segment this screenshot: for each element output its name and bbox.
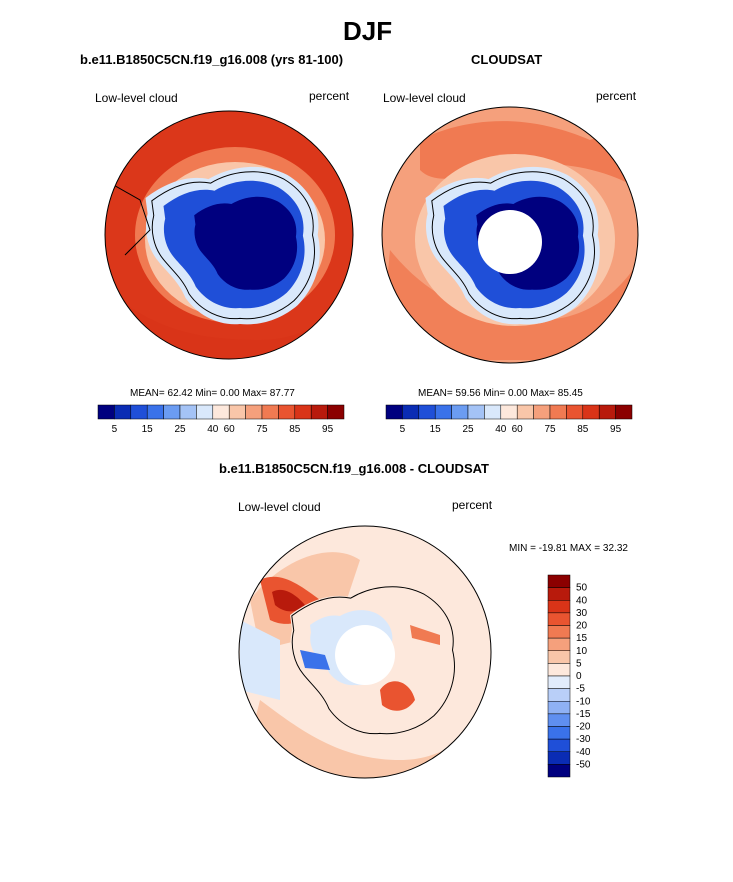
colorbar-tick-label: 40 (495, 424, 507, 435)
colorbar-tick-label: 60 (512, 424, 524, 435)
colorbar-cell (467, 404, 485, 420)
colorbar-cell (547, 650, 571, 664)
colorbar-cell (212, 404, 230, 420)
panel3-left-label: Low-level cloud (238, 500, 321, 514)
colorbar-tick-label: 5 (576, 658, 582, 669)
colorbar-tick-label: 30 (576, 608, 588, 619)
panel1-stats: MEAN= 62.42 Min= 0.00 Max= 87.77 (130, 388, 295, 399)
colorbar-cell (196, 404, 214, 420)
colorbar-panel1: 5 15 25 40 60 75 85 95 (97, 404, 345, 435)
colorbar-tick-label: 95 (610, 424, 622, 435)
colorbar-cell (163, 404, 181, 420)
colorbar-tick-label: 40 (576, 595, 588, 606)
colorbar-cell (547, 738, 571, 752)
colorbar-cell (261, 404, 279, 420)
colorbar-cell (547, 663, 571, 677)
colorbar-tick-label: 95 (322, 424, 334, 435)
colorbar-tick-label: -15 (576, 709, 591, 720)
colorbar-cell (547, 574, 571, 588)
colorbar-cell (179, 404, 197, 420)
colorbar-cell (549, 404, 567, 420)
colorbar-tick-label: -5 (576, 684, 585, 695)
colorbar-cell (310, 404, 328, 420)
colorbar-cell (547, 600, 571, 614)
colorbar-cell (130, 404, 148, 420)
colorbar-cell (547, 675, 571, 689)
colorbar-cell (294, 404, 312, 420)
panel3-stats: MIN = -19.81 MAX = 32.32 (509, 543, 628, 554)
map-panel1 (105, 111, 353, 359)
colorbar-cell (228, 404, 246, 420)
colorbar-cell (516, 404, 534, 420)
colorbar-cell (547, 726, 571, 740)
colorbar-tick-label: 20 (576, 621, 588, 632)
colorbar-cell (484, 404, 502, 420)
map-panel3 (239, 526, 491, 778)
colorbar-cell (402, 404, 420, 420)
colorbar-cell (97, 404, 115, 420)
map-panel2 (382, 107, 638, 363)
colorbar-cell (547, 637, 571, 651)
colorbar-cell (533, 404, 551, 420)
colorbar-cell (615, 404, 633, 420)
colorbar-tick-label: 40 (207, 424, 219, 435)
panel3-right-label: percent (452, 498, 493, 512)
colorbar-cell (327, 404, 345, 420)
colorbar-cell (547, 764, 571, 778)
colorbar-cell (598, 404, 616, 420)
colorbar-tick-label: 60 (224, 424, 236, 435)
colorbar-cell (547, 625, 571, 639)
colorbar-tick-label: 50 (576, 583, 588, 594)
colorbar-cell (278, 404, 296, 420)
panel2-right-label: percent (596, 89, 637, 103)
colorbar-tick-label: 75 (256, 424, 268, 435)
colorbar-tick-label: 15 (142, 424, 154, 435)
colorbar-cell (434, 404, 452, 420)
colorbar-cell (245, 404, 263, 420)
colorbar-tick-label: 5 (400, 424, 406, 435)
panel2-stats: MEAN= 59.56 Min= 0.00 Max= 85.45 (418, 388, 583, 399)
colorbar-cell (114, 404, 132, 420)
colorbar-tick-label: 5 (112, 424, 118, 435)
colorbar-cell (547, 751, 571, 765)
panel2-title: CLOUDSAT (471, 52, 543, 67)
colorbar-cell (566, 404, 584, 420)
colorbar-cell (547, 587, 571, 601)
colorbar-tick-label: -50 (576, 759, 591, 770)
colorbar-tick-label: 25 (174, 424, 186, 435)
colorbar-tick-label: -20 (576, 722, 591, 733)
colorbar-tick-label: 0 (576, 671, 582, 682)
colorbar-tick-label: 85 (577, 424, 589, 435)
figure-title: DJF (343, 16, 393, 46)
colorbar-cell (385, 404, 403, 420)
colorbar-cell (547, 701, 571, 715)
colorbar-tick-label: 10 (576, 646, 588, 657)
colorbar-cell (547, 612, 571, 626)
colorbar-tick-label: -30 (576, 734, 591, 745)
colorbar-cell (582, 404, 600, 420)
colorbar-tick-label: 85 (289, 424, 301, 435)
colorbar-cell (146, 404, 164, 420)
colorbar-tick-label: 25 (462, 424, 474, 435)
colorbar-tick-label: -40 (576, 747, 591, 758)
panel1-title: b.e11.B1850C5CN.f19_g16.008 (yrs 81-100) (80, 52, 344, 67)
colorbar-cell (500, 404, 518, 420)
panel1-right-label: percent (309, 89, 350, 103)
colorbar-tick-label: 15 (576, 633, 588, 644)
colorbar-tick-label: -10 (576, 696, 591, 707)
colorbar-panel2: 5 15 25 40 60 75 85 95 (385, 404, 633, 435)
colorbar-tick-label: 15 (430, 424, 442, 435)
colorbar-cell (451, 404, 469, 420)
panel2-left-label: Low-level cloud (383, 91, 466, 105)
panel3-title: b.e11.B1850C5CN.f19_g16.008 - CLOUDSAT (219, 461, 489, 476)
colorbar-cell (547, 713, 571, 727)
colorbar-cell (418, 404, 436, 420)
colorbar-cell (547, 688, 571, 702)
colorbar-tick-label: 75 (544, 424, 556, 435)
panel1-left-label: Low-level cloud (95, 91, 178, 105)
